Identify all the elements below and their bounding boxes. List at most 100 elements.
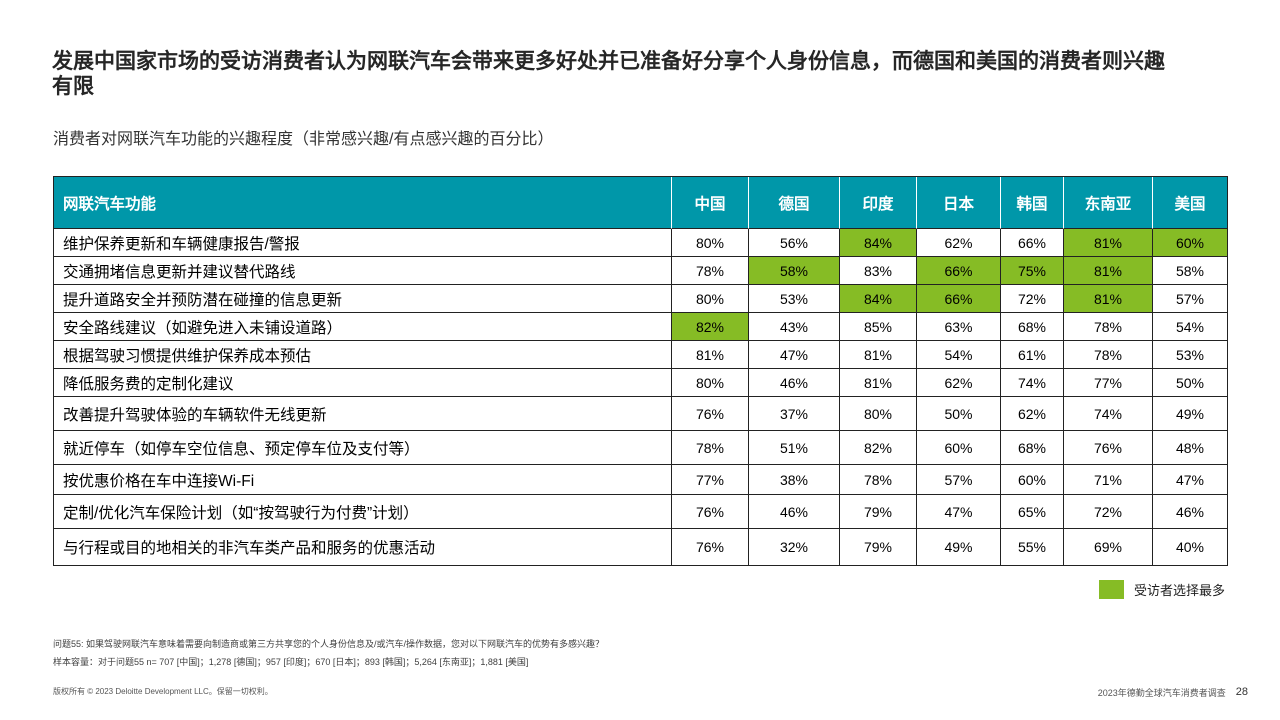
page-number: 28 [1235,686,1248,698]
value-cell-us: 48% [1153,431,1228,465]
value-cell-india: 79% [840,529,917,566]
header-feature: 网联汽车功能 [54,177,672,229]
feature-label: 提升道路安全并预防潜在碰撞的信息更新 [54,285,672,313]
value-cell-japan: 54% [917,341,1001,369]
value-cell-korea-highlighted: 75% [1001,257,1064,285]
value-cell-china-highlighted: 82% [672,313,749,341]
value-cell-japan: 62% [917,369,1001,397]
value-cell-japan: 49% [917,529,1001,566]
value-cell-germany-highlighted: 58% [749,257,840,285]
value-cell-us: 46% [1153,495,1228,529]
header-china: 中国 [672,177,749,229]
value-cell-korea: 74% [1001,369,1064,397]
value-cell-india: 78% [840,465,917,495]
table-subtitle: 消费者对网联汽车功能的兴趣程度（非常感兴趣/有点感兴趣的百分比） [53,131,554,148]
value-cell-us: 58% [1153,257,1228,285]
feature-label: 维护保养更新和车辆健康报告/警报 [54,229,672,257]
value-cell-korea: 66% [1001,229,1064,257]
interest-table: 网联汽车功能 中国 德国 印度 日本 韩国 东南亚 美国 维护保养更新和车辆健康… [53,176,1228,566]
value-cell-southeast-asia-highlighted: 81% [1064,257,1153,285]
value-cell-southeast-asia: 78% [1064,313,1153,341]
study-name: 2023年德勤全球汽车消费者调查 [1097,687,1226,698]
value-cell-germany: 53% [749,285,840,313]
value-cell-india: 79% [840,495,917,529]
value-cell-southeast-asia-highlighted: 81% [1064,229,1153,257]
value-cell-southeast-asia: 69% [1064,529,1153,566]
value-cell-us: 50% [1153,369,1228,397]
value-cell-japan: 50% [917,397,1001,431]
value-cell-japan: 60% [917,431,1001,465]
value-cell-southeast-asia: 74% [1064,397,1153,431]
feature-label: 定制/优化汽车保险计划（如“按驾驶行为付费”计划） [54,495,672,529]
value-cell-us: 57% [1153,285,1228,313]
value-cell-japan: 62% [917,229,1001,257]
value-cell-india-highlighted: 84% [840,229,917,257]
value-cell-korea: 55% [1001,529,1064,566]
value-cell-korea: 62% [1001,397,1064,431]
footer-right: 2023年德勤全球汽车消费者调查 28 [1098,684,1248,700]
value-cell-china: 76% [672,397,749,431]
legend-label: 受访者选择最多 [1134,582,1226,598]
value-cell-china: 80% [672,229,749,257]
value-cell-india: 83% [840,257,917,285]
value-cell-germany: 46% [749,369,840,397]
value-cell-southeast-asia-highlighted: 81% [1064,285,1153,313]
value-cell-germany: 38% [749,465,840,495]
value-cell-china: 80% [672,285,749,313]
value-cell-japan: 47% [917,495,1001,529]
value-cell-us: 53% [1153,341,1228,369]
feature-label: 与行程或目的地相关的非汽车类产品和服务的优惠活动 [54,529,672,566]
value-cell-korea: 60% [1001,465,1064,495]
question-note: 问题55: 如果驾驶网联汽车意味着需要向制造商或第三方共享您的个人身份信息及/或… [53,639,605,649]
value-cell-us: 47% [1153,465,1228,495]
header-us: 美国 [1153,177,1228,229]
feature-label: 降低服务费的定制化建议 [54,369,672,397]
value-cell-germany: 47% [749,341,840,369]
value-cell-india: 82% [840,431,917,465]
value-cell-china: 76% [672,495,749,529]
value-cell-us: 40% [1153,529,1228,566]
value-cell-japan: 63% [917,313,1001,341]
value-cell-southeast-asia: 76% [1064,431,1153,465]
value-cell-india: 81% [840,341,917,369]
value-cell-southeast-asia: 71% [1064,465,1153,495]
value-cell-china: 81% [672,341,749,369]
value-cell-us-highlighted: 60% [1153,229,1228,257]
feature-label: 根据驾驶习惯提供维护保养成本预估 [54,341,672,369]
value-cell-southeast-asia: 72% [1064,495,1153,529]
legend: 受访者选择最多 [1099,579,1225,599]
value-cell-japan-highlighted: 66% [917,257,1001,285]
header-southeast-asia: 东南亚 [1064,177,1153,229]
value-cell-germany: 43% [749,313,840,341]
feature-label: 交通拥堵信息更新并建议替代路线 [54,257,672,285]
value-cell-korea: 68% [1001,313,1064,341]
value-cell-korea: 65% [1001,495,1064,529]
value-cell-china: 78% [672,257,749,285]
value-cell-japan-highlighted: 66% [917,285,1001,313]
value-cell-germany: 56% [749,229,840,257]
header-india: 印度 [840,177,917,229]
header-germany: 德国 [749,177,840,229]
value-cell-germany: 32% [749,529,840,566]
value-cell-china: 76% [672,529,749,566]
copyright-text: 版权所有 © 2023 Deloitte Development LLC。保留一… [53,687,273,696]
value-cell-india: 85% [840,313,917,341]
value-cell-korea: 68% [1001,431,1064,465]
value-cell-korea: 61% [1001,341,1064,369]
value-cell-germany: 37% [749,397,840,431]
header-japan: 日本 [917,177,1001,229]
value-cell-japan: 57% [917,465,1001,495]
value-cell-germany: 46% [749,495,840,529]
value-cell-india: 80% [840,397,917,431]
legend-swatch [1099,579,1124,599]
value-cell-china: 78% [672,431,749,465]
value-cell-us: 54% [1153,313,1228,341]
value-cell-india: 81% [840,369,917,397]
value-cell-southeast-asia: 78% [1064,341,1153,369]
value-cell-us: 49% [1153,397,1228,431]
slide-title: 发展中国家市场的受访消费者认为网联汽车会带来更多好处并已准备好分享个人身份信息，… [52,50,1165,98]
value-cell-china: 77% [672,465,749,495]
header-korea: 韩国 [1001,177,1064,229]
value-cell-india-highlighted: 84% [840,285,917,313]
value-cell-germany: 51% [749,431,840,465]
